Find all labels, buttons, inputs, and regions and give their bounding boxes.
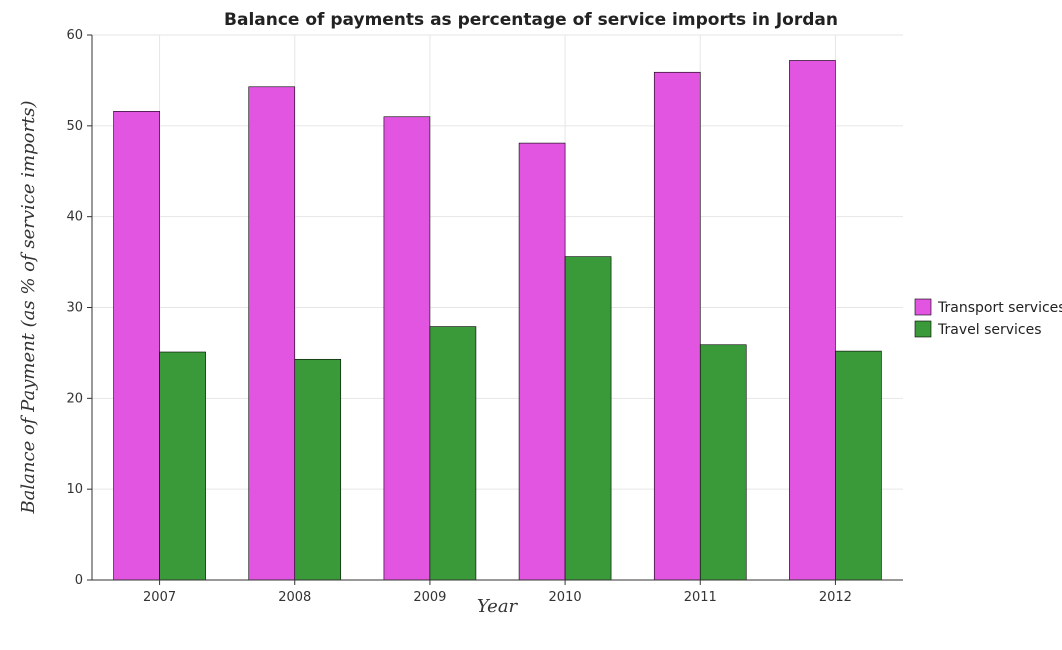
bar-travel-2012 (835, 350, 882, 581)
grid (92, 34, 903, 581)
bars (113, 60, 882, 581)
bar-transport-2012 (789, 60, 836, 581)
x-tick-label: 2009 (413, 590, 446, 605)
x-tick-label: 2007 (143, 590, 176, 605)
legend-label: Travel services (937, 322, 1042, 338)
x-tick-label: 2008 (278, 590, 311, 605)
x-tick-label: 2011 (684, 590, 717, 605)
axes: 0 10 20 30 40 50 60 2007 2008 2009 2010 2011 2012 (66, 28, 903, 605)
legend-swatch (914, 320, 932, 338)
legend-label: Transport services (937, 300, 1062, 316)
bar-transport-2009 (383, 116, 431, 581)
bar-travel-2011 (699, 344, 747, 581)
chart-title: Balance of payments as percentage of ser… (224, 10, 838, 30)
y-tick-label: 0 (75, 573, 83, 588)
y-tick-label: 50 (66, 119, 83, 134)
y-axis-title: Balance of Payment (as % of service impo… (18, 100, 39, 514)
y-tick-label: 40 (66, 210, 83, 225)
x-tick-label: 2010 (549, 590, 582, 605)
bar-travel-2008 (294, 358, 342, 581)
x-axis-title: Year (477, 596, 519, 617)
y-tick-label: 60 (66, 28, 83, 43)
bar-transport-2007 (113, 111, 160, 581)
y-tick-label: 10 (66, 482, 83, 497)
bar-transport-2008 (248, 86, 296, 581)
bar-travel-2009 (429, 326, 477, 581)
bar-transport-2011 (653, 71, 701, 581)
bar-travel-2007 (159, 351, 206, 581)
x-tick-label: 2012 (819, 590, 852, 605)
y-tick-label: 20 (66, 391, 83, 406)
legend: Transport services Travel services (914, 298, 1062, 338)
bar-travel-2010 (564, 256, 612, 581)
y-tick-label: 30 (66, 301, 83, 316)
legend-swatch (914, 298, 932, 316)
bar-transport-2010 (518, 142, 566, 581)
